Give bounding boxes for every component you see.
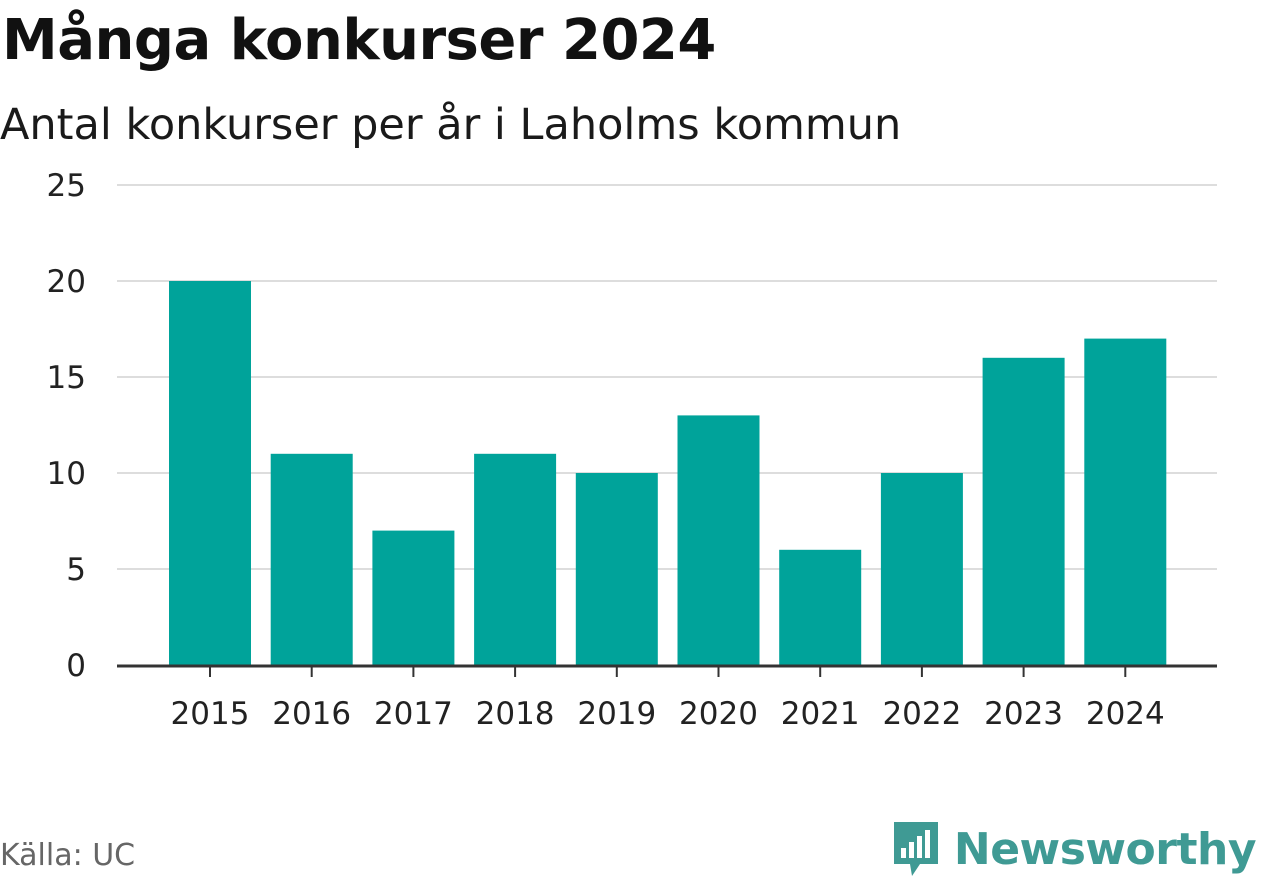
source-note: Källa: UC	[0, 838, 136, 873]
x-tick-label: 2023	[984, 696, 1063, 732]
brand: Newsworthy	[890, 818, 1257, 880]
x-tick-label: 2020	[679, 696, 758, 732]
x-tick-label: 2024	[1086, 696, 1165, 732]
x-tick-label: 2021	[781, 696, 860, 732]
bar-2024	[1084, 338, 1167, 665]
x-tick-label: 2016	[272, 696, 351, 732]
bar-2020	[677, 415, 760, 665]
y-tick-label: 20	[47, 264, 86, 300]
bar-2022	[880, 473, 963, 665]
bar-2016	[270, 453, 353, 665]
chart-subtitle: Antal konkurser per år i Laholms kommun	[0, 100, 902, 150]
y-tick-label: 25	[47, 168, 86, 204]
bar-2019	[575, 473, 658, 665]
x-tick-label: 2018	[476, 696, 555, 732]
chart-title: Många konkurser 2024	[2, 8, 716, 73]
y-tick-label: 10	[47, 456, 86, 492]
bar-2023	[982, 357, 1065, 665]
x-tick-label: 2015	[171, 696, 250, 732]
bar-2015	[169, 281, 251, 665]
x-tick-label: 2017	[374, 696, 453, 732]
y-tick-label: 5	[66, 552, 86, 588]
x-tick-label: 2022	[882, 696, 961, 732]
x-tick-label: 2019	[577, 696, 656, 732]
y-tick-label: 0	[66, 648, 86, 684]
bar-2017	[372, 530, 455, 665]
bar-2021	[779, 549, 862, 665]
newsworthy-logo-icon	[893, 822, 938, 876]
y-tick-label: 15	[47, 360, 86, 396]
brand-name: Newsworthy	[953, 823, 1257, 875]
bar-2018	[474, 453, 557, 665]
